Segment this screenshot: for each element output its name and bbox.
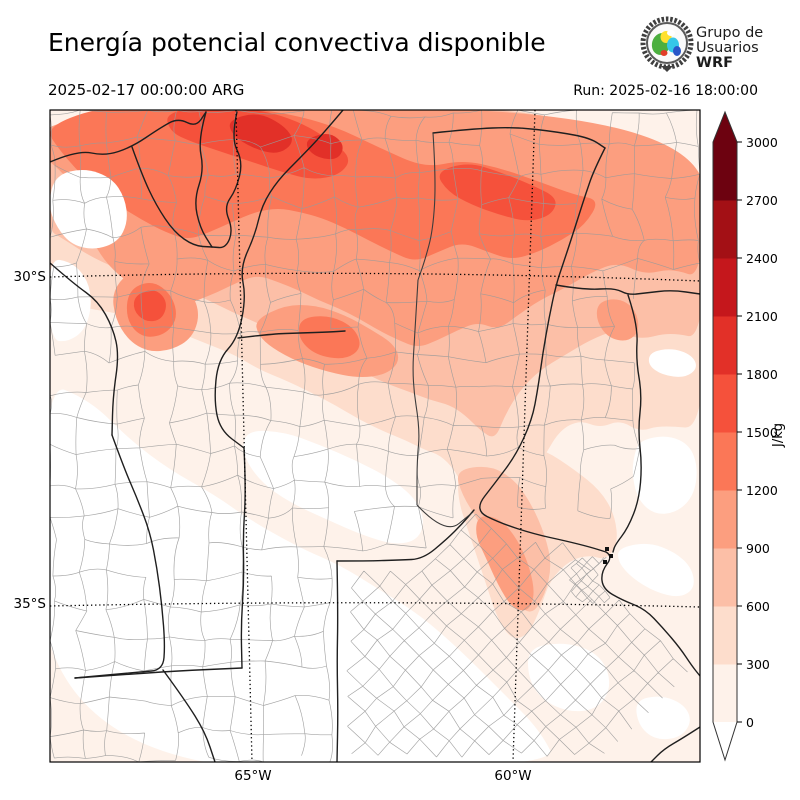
- wrf-logo-emblem: [640, 16, 694, 72]
- mesh-general: [50, 110, 700, 762]
- map-frame: [49, 109, 701, 763]
- colorbar-tick-label: 900: [746, 540, 770, 556]
- colorbar-segment: [713, 374, 737, 433]
- gridline-30s: [50, 272, 700, 282]
- lon-tick-60w: 60°W: [494, 768, 532, 784]
- colorbar-segment: [713, 200, 737, 259]
- gridline-35s: [50, 602, 700, 608]
- colorbar-segment: [713, 664, 737, 723]
- lon-tick-65w: 65°W: [234, 768, 272, 784]
- logo-radar-blobs: [651, 30, 681, 56]
- graticule: [50, 110, 700, 762]
- colorbar-arrow-bottom: [713, 722, 737, 760]
- lat-tick-30s: 30°S: [13, 269, 47, 285]
- colorbar-tick-label: 2400: [746, 250, 778, 266]
- colorbar-segment: [713, 258, 737, 317]
- colorbar-segment: [713, 490, 737, 549]
- lat-tick-35s: 35°S: [13, 596, 47, 612]
- colorbar-tick-label: 0: [746, 714, 754, 730]
- run-time-label: Run: 2025-02-16 18:00:00: [573, 83, 758, 99]
- colorbar-tick-label: 600: [746, 598, 770, 614]
- colorbar-segment: [713, 142, 737, 201]
- colorbar-tick-label: 2700: [746, 192, 778, 208]
- colorbar-tick-label: 1200: [746, 482, 778, 498]
- colorbar-segment: [713, 548, 737, 607]
- colorbar: [712, 110, 742, 762]
- logo-text-line2: Usuarios: [696, 40, 759, 56]
- page-title: Energía potencial convectiva disponible: [48, 28, 546, 57]
- city-marker: [603, 547, 613, 564]
- mesh-buenos-aires: [346, 513, 688, 758]
- logo-text-line1: Grupo de: [696, 25, 764, 41]
- colorbar-arrow-top: [713, 112, 737, 142]
- logo-text-line3: WRF: [696, 55, 734, 71]
- valid-time-label: 2025-02-17 00:00:00 ARG: [48, 81, 245, 99]
- colorbar-segment: [713, 606, 737, 665]
- colorbar-tick-label: 2100: [746, 308, 778, 324]
- mesh-gba-cluster: [569, 556, 611, 604]
- colorbar-segment: [713, 432, 737, 491]
- colorbar-tick-label: 1500: [746, 424, 778, 440]
- colorbar-segment: [713, 316, 737, 375]
- cape-fill-layers: [50, 110, 700, 762]
- colorbar-tick-label: 1800: [746, 366, 778, 382]
- colorbar-tick-label: 300: [746, 656, 770, 672]
- province-borders: [50, 110, 700, 762]
- colorbar-tick-label: 3000: [746, 134, 778, 150]
- map-area: [50, 110, 700, 762]
- province-borders-secondary: [412, 132, 474, 528]
- department-mesh: [50, 110, 700, 762]
